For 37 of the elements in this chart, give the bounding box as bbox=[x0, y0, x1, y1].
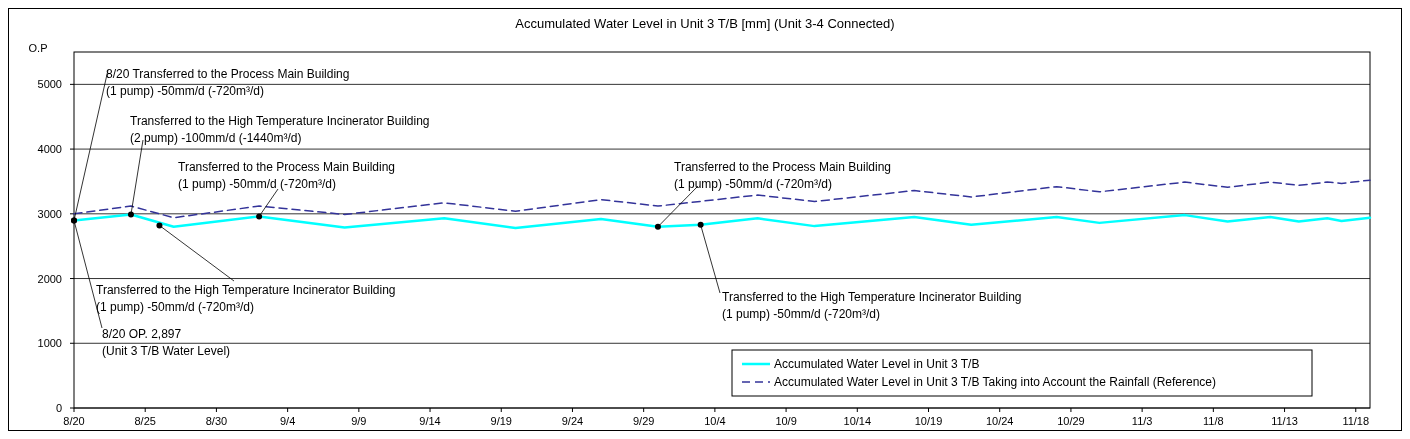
x-tick-label: 11/3 bbox=[1131, 415, 1153, 427]
x-tick-label: 9/24 bbox=[561, 415, 584, 427]
x-tick-label: 9/4 bbox=[279, 415, 296, 427]
x-tick-label: 8/20 bbox=[63, 415, 85, 427]
x-tick-label: 10/4 bbox=[704, 415, 726, 427]
x-tick-label: 10/14 bbox=[843, 415, 872, 427]
annotation: Transferred to the Process Main Building (1 pump) -50mm/d (-720m³/d) bbox=[178, 160, 395, 191]
y-tick-label: 0 bbox=[55, 402, 62, 414]
x-tick-label: 9/14 bbox=[419, 415, 441, 427]
x-tick-label: 10/24 bbox=[985, 415, 1014, 427]
x-tick-label: 8/25 bbox=[134, 415, 156, 427]
legend-label: Accumulated Water Level in Unit 3 T/B bbox=[774, 357, 980, 371]
annotation: Transferred to the High Temperature Incinerator Building (1 pump) -50mm/d (-720m³/d) bbox=[96, 283, 396, 314]
annotation: Transferred to the Process Main Building (1 pump) -50mm/d (-720m³/d) bbox=[674, 160, 891, 191]
y-tick-label: 3000 bbox=[37, 207, 62, 220]
legend-label: Accumulated Water Level in Unit 3 T/B Taking into Account the Rainfall (Reference) bbox=[774, 375, 1217, 389]
x-tick-label: 11/13 bbox=[1271, 415, 1298, 427]
x-tick-label: 8/30 bbox=[205, 415, 228, 427]
x-tick-label: 11/8 bbox=[1203, 415, 1224, 427]
annotation: Transferred to the High Temperature Incinerator Building (1 pump) -50mm/d (-720m³/d) bbox=[722, 290, 1022, 321]
x-tick-label: 11/18 bbox=[1342, 415, 1370, 427]
x-tick-label: 10/9 bbox=[775, 415, 797, 427]
y-tick-label: 1000 bbox=[37, 337, 62, 350]
y-axis-title: O.P bbox=[28, 42, 48, 54]
annotation: 8/20 OP. 2,897 (Unit 3 T/B Water Level) bbox=[102, 327, 231, 358]
annotation: 8/20 Transferred to the Process Main Building (1 pump) -50mm/d (-720m³/d) bbox=[106, 67, 350, 98]
x-tick-label: 9/9 bbox=[351, 415, 367, 427]
annotation: Transferred to the High Temperature Incinerator Building (2 pump) -100mm/d (-1440m³/d) bbox=[130, 114, 430, 145]
x-tick-label: 10/19 bbox=[914, 415, 943, 427]
line-series bbox=[73, 179, 1371, 219]
x-tick-label: 9/19 bbox=[490, 415, 512, 427]
y-tick-label: 2000 bbox=[37, 272, 62, 285]
x-tick-label: 9/29 bbox=[632, 415, 655, 427]
y-tick-label: 4000 bbox=[37, 143, 62, 156]
chart-title: Accumulated Water Level in Unit 3 T/B [mm] (Unit 3-4 Connected) bbox=[515, 16, 895, 31]
x-tick-label: 10/29 bbox=[1057, 415, 1085, 427]
y-tick-label: 5000 bbox=[37, 78, 62, 91]
